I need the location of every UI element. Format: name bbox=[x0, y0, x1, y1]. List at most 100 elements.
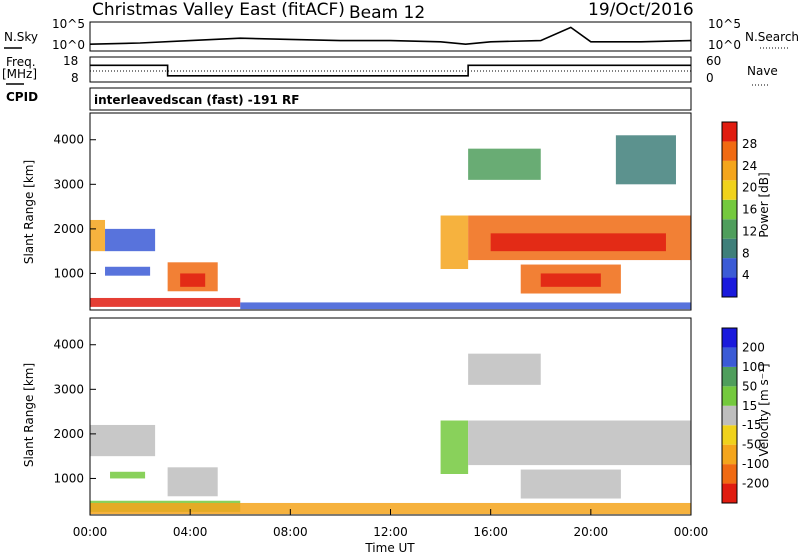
power-region-4 bbox=[180, 273, 206, 287]
velocity-colorbar: 200 100 50 15 -15 -50 -100 -200 bbox=[721, 327, 769, 504]
power-heatmap bbox=[90, 135, 691, 310]
velocity-panel: 4000 3000 2000 1000 Slant Range [km] 200 100… bbox=[22, 317, 771, 554]
velocity-colorbar-label: Velocity [m s⁻¹] bbox=[757, 363, 771, 456]
beam-label: Beam 12 bbox=[349, 3, 425, 23]
noise-series-line bbox=[89, 26, 692, 46]
velocity-colorbar-swatch-2 bbox=[722, 444, 737, 465]
velocity-region-8 bbox=[468, 353, 541, 385]
power-region-12 bbox=[468, 148, 541, 180]
noise-left-tick-top: 10^5 bbox=[52, 17, 85, 31]
cpid-value: interleavedscan (fast) -191 RF bbox=[94, 93, 299, 107]
freq-left-tick-bottom: 8 bbox=[71, 71, 79, 85]
frequency-series-line bbox=[90, 64, 691, 77]
power-ytick-label-3: 1000 bbox=[53, 266, 84, 280]
nave-right-tick-top: 60 bbox=[706, 54, 721, 68]
velocity-colorbar-swatch-0 bbox=[722, 483, 737, 503]
velocity-heatmap bbox=[90, 353, 691, 515]
velocity-colorbar-swatch-7 bbox=[722, 347, 737, 367]
noise-left-tick-bottom: 10^0 bbox=[52, 38, 85, 52]
velocity-colorbar-swatch-1 bbox=[722, 464, 737, 484]
freq-unit: [MHz] bbox=[2, 67, 37, 81]
velocity-colorbar-frame bbox=[721, 327, 738, 504]
power-colorbar-swatch-2 bbox=[722, 238, 737, 259]
power-colorbar-tick-2: 20 bbox=[742, 181, 757, 195]
power-ytick-label-1: 3000 bbox=[53, 177, 84, 191]
noise-right-tick-top: 10^5 bbox=[708, 17, 741, 31]
velocity-ytick-label-3: 1000 bbox=[53, 471, 84, 485]
x-axis-label: Time UT bbox=[364, 541, 415, 554]
site-title: Christmas Valley East (fitACF) bbox=[92, 0, 345, 20]
nave-label: Nave bbox=[747, 64, 778, 78]
nsearch-label: N.Search bbox=[745, 30, 799, 44]
xtick-label-5: 20:00 bbox=[574, 525, 609, 539]
velocity-colorbar-swatch-6 bbox=[722, 366, 737, 387]
velocity-region-1 bbox=[110, 471, 146, 479]
power-colorbar-frame bbox=[721, 121, 738, 298]
cpid-label: CPID bbox=[6, 90, 38, 104]
power-panel: 4000 3000 2000 1000 Slant Range [km] 28 24 20… bbox=[22, 112, 771, 311]
date-label: 19/Oct/2016 bbox=[588, 0, 694, 20]
velocity-colorbar-tick-2: 50 bbox=[742, 379, 757, 393]
velocity-region-0 bbox=[90, 424, 156, 457]
power-colorbar-tick-0: 28 bbox=[742, 137, 757, 151]
xtick-label-0: 00:00 bbox=[73, 525, 108, 539]
power-colorbar-label: Power [dB] bbox=[757, 172, 771, 237]
power-region-1 bbox=[105, 228, 156, 252]
velocity-colorbar-swatch-5 bbox=[722, 386, 737, 406]
xtick-label-3: 12:00 bbox=[373, 525, 408, 539]
power-colorbar-swatch-0 bbox=[722, 277, 737, 297]
power-region-11 bbox=[540, 273, 601, 287]
xtick-label-4: 16:00 bbox=[473, 525, 508, 539]
power-y-label: Slant Range [km] bbox=[22, 160, 36, 264]
velocity-region-2 bbox=[167, 467, 218, 497]
velocity-colorbar-swatch-3 bbox=[722, 425, 737, 445]
noise-panel: N.Sky N.Search 10^5 10^0 10^5 10^0 bbox=[4, 17, 799, 52]
velocity-region-4 bbox=[90, 502, 691, 515]
power-region-0 bbox=[90, 219, 106, 252]
power-colorbar-swatch-5 bbox=[722, 180, 737, 200]
power-colorbar-tick-3: 16 bbox=[742, 203, 757, 217]
velocity-colorbar-tick-0: 200 bbox=[742, 340, 765, 354]
frequency-panel: Freq. [MHz] 18 8 60 0 Nave bbox=[2, 54, 778, 86]
velocity-ytick-label-0: 4000 bbox=[53, 338, 84, 352]
power-colorbar-tick-6: 4 bbox=[742, 268, 750, 282]
velocity-ytick-label-1: 3000 bbox=[53, 382, 84, 396]
power-region-5 bbox=[90, 297, 241, 307]
power-colorbar-swatch-7 bbox=[722, 141, 737, 161]
velocity-colorbar-tick-3: 15 bbox=[742, 399, 757, 413]
freq-left-tick-top: 18 bbox=[63, 54, 78, 68]
power-colorbar-swatch-1 bbox=[722, 258, 737, 278]
power-colorbar-swatch-8 bbox=[722, 122, 737, 142]
power-region-9 bbox=[490, 233, 666, 252]
velocity-region-7 bbox=[520, 469, 621, 499]
freq-label: Freq. bbox=[6, 55, 36, 69]
power-region-2 bbox=[105, 266, 151, 276]
power-colorbar-tick-4: 12 bbox=[742, 224, 757, 238]
xtick-label-2: 08:00 bbox=[273, 525, 308, 539]
nsky-label: N.Sky bbox=[4, 30, 38, 44]
power-colorbar-swatch-4 bbox=[722, 199, 737, 220]
nave-right-tick-bottom: 0 bbox=[706, 71, 714, 85]
xtick-label-1: 04:00 bbox=[173, 525, 208, 539]
velocity-y-label: Slant Range [km] bbox=[22, 363, 36, 467]
noise-right-tick-bottom: 10^0 bbox=[708, 38, 741, 52]
power-region-13 bbox=[615, 135, 676, 185]
power-colorbar-swatch-6 bbox=[722, 160, 737, 181]
velocity-colorbar-swatch-4 bbox=[722, 405, 737, 426]
xtick-label-6: 00:00 bbox=[674, 525, 709, 539]
power-colorbar-swatch-3 bbox=[722, 219, 737, 239]
velocity-colorbar-tick-4: -15 bbox=[742, 418, 762, 432]
velocity-colorbar-tick-1: 100 bbox=[742, 360, 765, 374]
time-x-axis: 00:00 04:00 08:00 12:00 16:00 20:00 00:00 bbox=[73, 509, 709, 539]
power-region-6 bbox=[240, 302, 691, 310]
velocity-y-axis: 4000 3000 2000 1000 bbox=[53, 338, 96, 485]
cpid-panel: CPID interleavedscan (fast) -191 RF bbox=[6, 87, 692, 111]
velocity-colorbar-tick-6: -100 bbox=[742, 457, 769, 471]
velocity-colorbar-swatch-8 bbox=[722, 328, 737, 348]
power-y-axis: 4000 3000 2000 1000 bbox=[53, 133, 96, 280]
power-ytick-label-0: 4000 bbox=[53, 133, 84, 147]
power-colorbar-tick-1: 24 bbox=[742, 159, 757, 173]
velocity-colorbar-tick-5: -50 bbox=[742, 438, 762, 452]
power-ytick-label-2: 2000 bbox=[53, 222, 84, 236]
